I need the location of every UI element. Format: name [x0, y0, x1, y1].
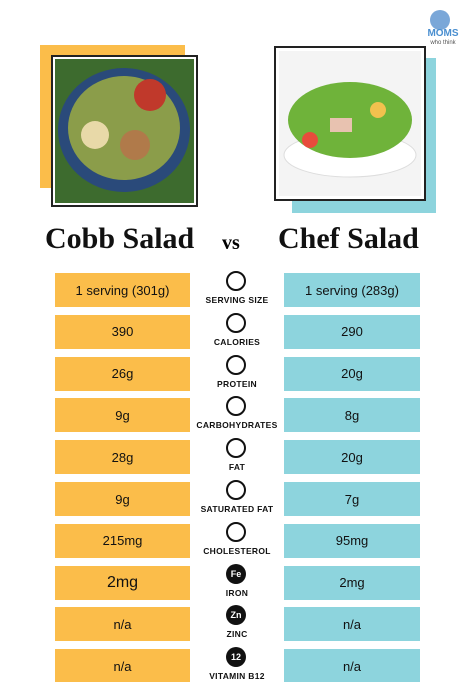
right-value: n/a [284, 607, 420, 642]
nutrient-icon [226, 312, 246, 333]
nutrient-icon [226, 396, 246, 417]
left-value: 9g [55, 482, 190, 516]
right-value: 7g [284, 482, 420, 516]
nutrient-icon: Fe [226, 563, 246, 584]
right-value: 20g [284, 356, 420, 391]
nutrient-label: IRON [225, 587, 249, 598]
right-value: n/a [284, 649, 420, 682]
nutrient-icon [226, 271, 246, 291]
right-value: 290 [284, 314, 420, 349]
left-value: 215mg [55, 523, 190, 558]
nutrient-label: ZINC [226, 629, 248, 640]
left-value: 28g [55, 440, 190, 475]
nutrient-label: VITAMIN B12 [209, 671, 265, 682]
left-value: 9g [55, 398, 190, 433]
versus: vs [222, 232, 240, 254]
logo-tagline: who think [430, 40, 456, 46]
nutrient-icon [226, 438, 246, 459]
right-title: Chef Salad [278, 222, 419, 255]
left-value: 390 [55, 314, 190, 349]
pepper [370, 102, 386, 118]
right-value: 20g [284, 440, 420, 475]
nutrient-icon [226, 480, 246, 500]
left-value: 1 serving (301g) [55, 273, 190, 307]
nutrient-label: CHOLESTEROL [203, 545, 271, 556]
left-value: 26g [55, 356, 190, 391]
right-value: 95mg [284, 523, 420, 558]
nutrient-icon [226, 354, 246, 375]
header-graphics [40, 10, 450, 213]
nutrient-label: FAT [228, 462, 246, 473]
nutrient-label: CARBOHYDRATES [196, 420, 278, 431]
right-value: 1 serving (283g) [284, 273, 420, 307]
chicken [120, 130, 150, 160]
left-title: Cobb Salad [45, 222, 195, 255]
right-value: 8g [284, 398, 420, 433]
tomato [134, 79, 166, 111]
right-value: 2mg [284, 565, 420, 600]
left-value: 2mg [55, 565, 190, 600]
nutrient-icon: 12 [226, 647, 246, 668]
nutrient-icon [226, 521, 246, 542]
egg [81, 121, 109, 149]
ham [330, 118, 352, 132]
tomato [302, 132, 318, 148]
nutrient-label: CALORIES [213, 336, 261, 347]
logo-name: MOMS [427, 28, 459, 39]
nutrient-label: SATURATED FAT [200, 504, 274, 514]
left-value: n/a [55, 607, 190, 642]
nutrient-label: PROTEIN [217, 378, 257, 389]
logo-owl [430, 10, 450, 30]
nutrient-icon: Zn [226, 605, 246, 626]
nutrient-label: SERVING SIZE [205, 295, 269, 305]
left-value: n/a [55, 649, 190, 682]
